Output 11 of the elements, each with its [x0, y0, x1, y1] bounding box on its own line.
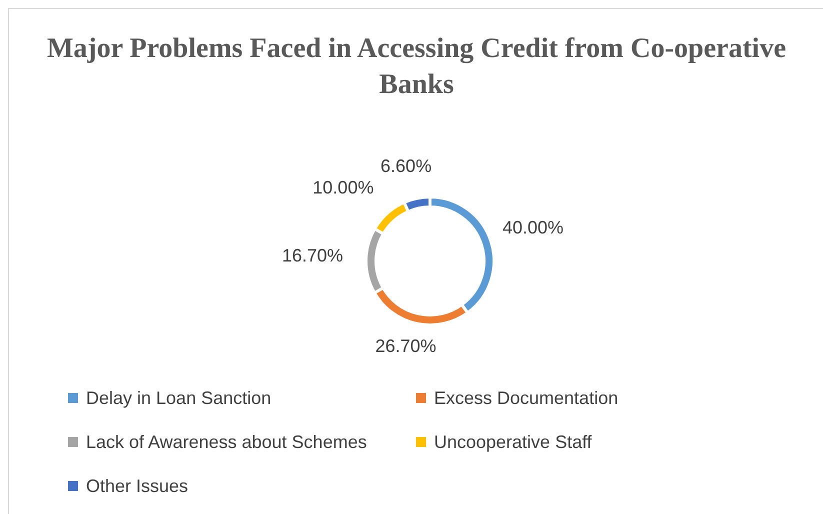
chart-title: Major Problems Faced in Accessing Credit from Co-operative Banks — [46, 32, 787, 102]
data-label: 26.70% — [375, 336, 436, 356]
legend-label: Uncooperative Staff — [433, 431, 593, 453]
data-label: 6.60% — [380, 156, 432, 176]
legend-label: Excess Documentation — [433, 387, 620, 409]
data-label: 10.00% — [312, 177, 374, 198]
legend-label: Lack of Awareness about Schemes — [85, 431, 368, 453]
legend-label: Delay in Loan Sanction — [85, 387, 272, 409]
legend-label: Other Issues — [85, 475, 190, 497]
data-label: 40.00% — [502, 218, 564, 238]
data-label: 16.70% — [282, 246, 343, 266]
